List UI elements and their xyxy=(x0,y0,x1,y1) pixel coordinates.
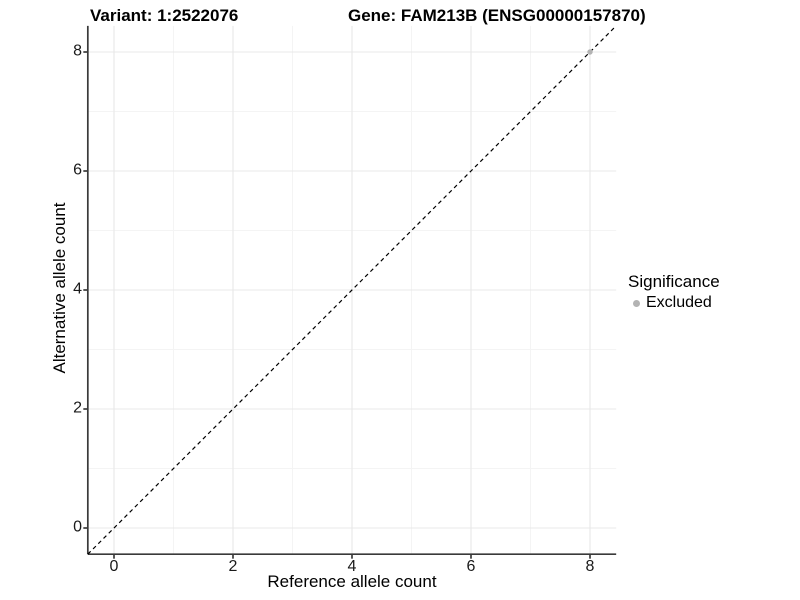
y-tick-label: 6 xyxy=(73,161,82,179)
x-axis-title: Reference allele count xyxy=(267,572,437,591)
legend: Significance Excluded xyxy=(628,272,720,312)
y-axis-title: Alternative allele count xyxy=(50,202,69,374)
y-tick-label: 8 xyxy=(73,42,82,60)
x-tick-label: 0 xyxy=(109,558,119,575)
x-tick-label: 4 xyxy=(347,558,357,575)
y-tick-label: 4 xyxy=(73,280,82,298)
x-tick-label: 8 xyxy=(585,558,595,575)
legend-item-label: Excluded xyxy=(646,294,712,311)
x-tick-label: 2 xyxy=(228,558,238,575)
x-tick-label: 6 xyxy=(466,558,476,575)
y-tick-label: 2 xyxy=(73,399,82,417)
plot-title-variant: Variant: 1:2522076 xyxy=(90,6,239,25)
identity-dashed-line xyxy=(87,25,617,555)
legend-title: Significance xyxy=(628,272,720,291)
legend-item-excluded: Excluded xyxy=(628,294,720,312)
plot-title-gene: Gene: FAM213B (ENSG00000157870) xyxy=(348,6,646,25)
legend-point-icon xyxy=(633,299,640,307)
data-point-excluded xyxy=(587,49,593,55)
y-tick-label: 0 xyxy=(73,518,82,536)
